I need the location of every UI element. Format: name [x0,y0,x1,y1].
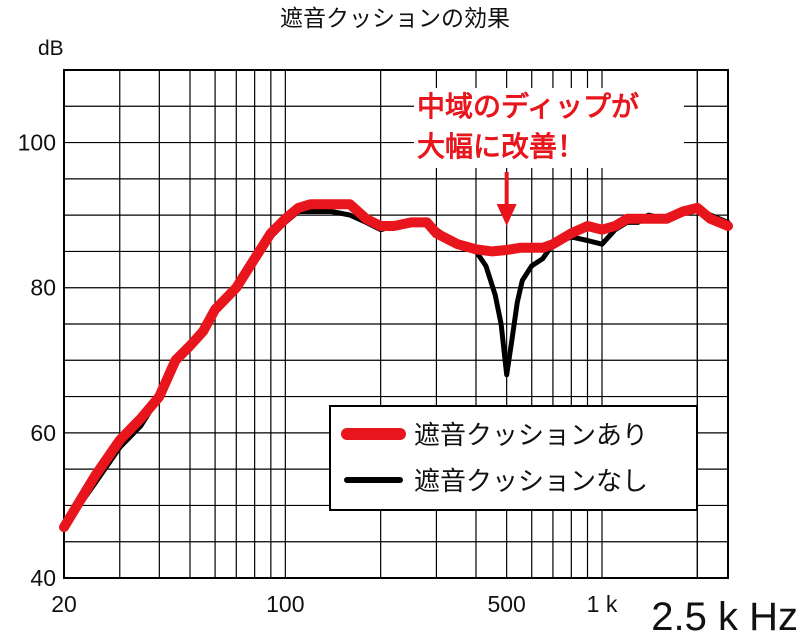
x-tick-label: 2.5 k Hz [651,595,798,634]
x-tick-labels: 20 100 500 1 k 2.5 k Hz [51,591,798,634]
annotation-arrow-head [496,204,517,226]
x-tick-label: 1 k [587,591,618,617]
legend-label: 遮音クッションあり [414,421,648,451]
y-tick-labels: 40 60 80 100 [18,130,56,591]
y-tick-label: 40 [30,565,56,591]
series-line [59,199,733,533]
annotation-background [414,88,684,168]
chart-title: 遮音クッションの効果 [280,6,510,32]
y-tick-label: 100 [18,130,56,156]
annotation-text: 中域のディップが [417,90,639,123]
legend-box [329,405,698,511]
series-lines [59,199,733,533]
x-tick-label: 500 [487,591,525,617]
legend-label: 遮音クッションなし [414,467,648,497]
x-tick-label: 20 [51,591,77,617]
y-axis-unit-label: dB [38,37,64,60]
y-tick-label: 80 [30,275,56,301]
y-tick-label: 60 [30,420,56,446]
x-tick-label: 100 [266,591,304,617]
annotation-text: 大幅に改善！ [417,130,585,163]
